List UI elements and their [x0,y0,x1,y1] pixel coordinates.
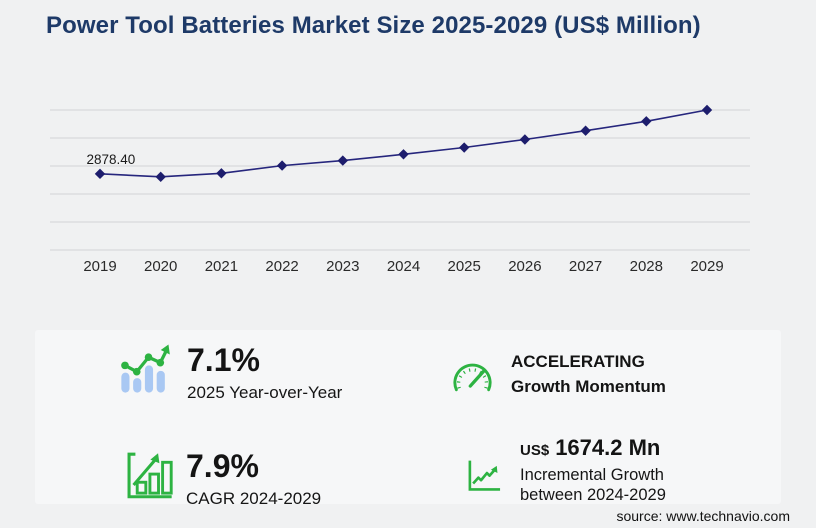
incremental-label-line1: Incremental Growth [520,466,664,484]
svg-text:2878.40: 2878.40 [87,152,136,167]
cagr-label: CAGR 2024-2029 [186,489,322,508]
stat-momentum: ACCELERATING Growth Momentum [449,349,666,400]
source-note: source: www.technavio.com [616,508,790,524]
stat-cagr: 7.9% CAGR 2024-2029 [120,446,321,509]
svg-text:2020: 2020 [144,258,177,275]
yoy-value: 7.1% [187,342,260,378]
incremental-currency: US$ [520,442,550,459]
incremental-value: 1674.2 Mn [555,435,661,460]
incremental-value-line: US$ 1674.2 Mn [520,434,666,465]
svg-text:2022: 2022 [265,258,298,275]
svg-text:2019: 2019 [83,258,116,275]
svg-text:2028: 2028 [630,258,663,275]
growth-zigzag-chart-icon [468,460,501,491]
svg-text:2024: 2024 [387,258,420,275]
svg-text:2021: 2021 [205,258,238,275]
incremental-label-line2: between 2024-2029 [520,486,666,504]
stat-yoy: 7.1% 2025 Year-over-Year [115,340,342,403]
page-title: Power Tool Batteries Market Size 2025-20… [46,12,701,39]
cagr-value: 7.9% [186,448,259,484]
stat-incremental: US$ 1674.2 Mn Incremental Growth between… [462,434,666,505]
svg-text:2027: 2027 [569,258,602,275]
svg-text:2026: 2026 [508,258,541,275]
speedometer-gauge-icon [453,363,492,392]
yoy-label: 2025 Year-over-Year [187,383,343,402]
svg-text:2025: 2025 [448,258,481,275]
momentum-line1: ACCELERATING [511,352,645,371]
market-size-line-chart: 2878.40 2019 2020 2021 2022 2023 2024 2025 2026 2… [50,104,750,275]
svg-text:2023: 2023 [326,258,359,275]
bar-chart-arrow-icon [127,452,173,499]
svg-text:2029: 2029 [690,258,723,275]
bar-trend-growth-icon [121,344,170,393]
momentum-line2: Growth Momentum [511,377,666,396]
